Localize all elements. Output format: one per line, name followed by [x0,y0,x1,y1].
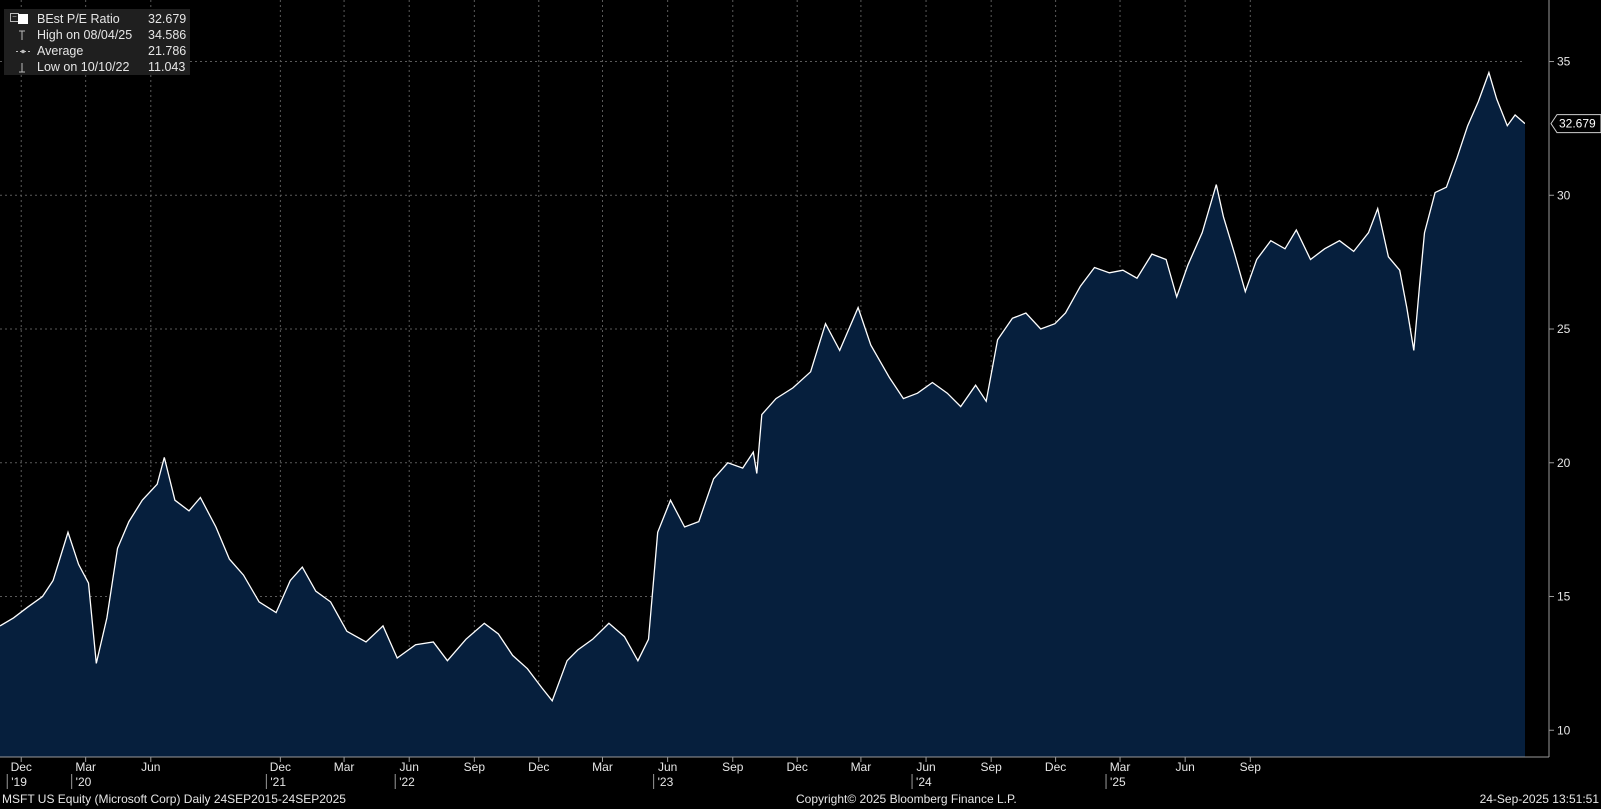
year-label: '23 [658,775,674,789]
year-label: '20 [76,775,92,789]
legend-series-value: 32.679 [148,12,187,26]
x-tick-label: Jun [141,760,160,774]
right-padding-strip [1525,0,1549,757]
x-tick-label: Dec [528,760,549,774]
low-marker-icon [19,63,25,73]
pe-ratio-area [0,72,1525,758]
legend-series-label: BEst P/E Ratio [37,12,120,26]
year-label: '22 [399,775,415,789]
y-tick-label: 10 [1557,723,1571,737]
chart-timestamp: 24-Sep-2025 13:51:51 [1479,792,1599,806]
legend-high-value: 34.586 [148,28,187,42]
x-tick-label: Sep [1240,760,1262,774]
x-tick-label: Sep [980,760,1002,774]
pe-ratio-line [0,70,1526,703]
year-label: '25 [1110,775,1126,789]
legend-average-value: 21.786 [148,44,187,58]
series-swatch-icon [16,14,30,25]
legend-low-row[interactable]: Low on 10/10/22 11.043 [4,59,190,75]
legend-low-value: 11.043 [148,60,186,74]
x-tick-label: Jun [916,760,935,774]
x-tick-label: Mar [1110,760,1131,774]
x-tick-label: Jun [1175,760,1194,774]
y-axis-ticks: 10 15 20 25 30 35 [1549,55,1571,737]
x-tick-label: Mar [851,760,872,774]
legend-high-row[interactable]: High on 08/04/25 34.586 [4,27,190,43]
legend-high-label: High on 08/04/25 [37,28,133,42]
last-value-tag-shape [1550,114,1601,134]
year-label: '19 [11,775,27,789]
x-tick-label: Jun [400,760,419,774]
legend-average-label: Average [37,44,84,58]
x-tick-label: Sep [464,760,486,774]
legend-average-row[interactable]: Average 21.786 [4,43,190,59]
x-axis-ticks: Dec Mar Jun Dec Mar Jun Sep Dec Mar Jun Sep Dec Mar J… [6,757,1262,789]
y-tick-label: 20 [1557,456,1571,470]
chart-legend[interactable]: − BEst P/E Ratio 32.679 High on 08/04/25… [4,9,190,75]
year-label: '21 [270,775,286,789]
x-tick-label: Mar [75,760,96,774]
x-tick-label: Sep [722,760,744,774]
average-marker-icon [16,49,30,54]
x-tick-label: Dec [270,760,291,774]
y-tick-label: 15 [1557,590,1571,604]
high-marker-icon [19,30,25,40]
x-tick-label: Dec [11,760,32,774]
y-tick-label: 35 [1557,55,1571,69]
x-tick-label: Mar [334,760,355,774]
legend-low-label: Low on 10/10/22 [37,60,130,74]
x-tick-label: Dec [787,760,808,774]
x-tick-label: Dec [1045,760,1066,774]
last-value-tag-text: 32.679 [1559,117,1596,131]
x-tick-label: Mar [592,760,613,774]
x-tick-label: Jun [658,760,677,774]
legend-series-row[interactable]: BEst P/E Ratio 32.679 [4,11,190,27]
axes [0,0,1550,758]
copyright-notice: Copyright© 2025 Bloomberg Finance L.P. [796,792,1017,806]
y-tick-label: 25 [1557,322,1571,336]
last-value-tag: 32.679 [1550,114,1601,134]
security-description: MSFT US Equity (Microsoft Corp) Daily 24… [2,792,346,806]
y-tick-label: 30 [1557,188,1571,202]
year-label: '24 [916,775,932,789]
